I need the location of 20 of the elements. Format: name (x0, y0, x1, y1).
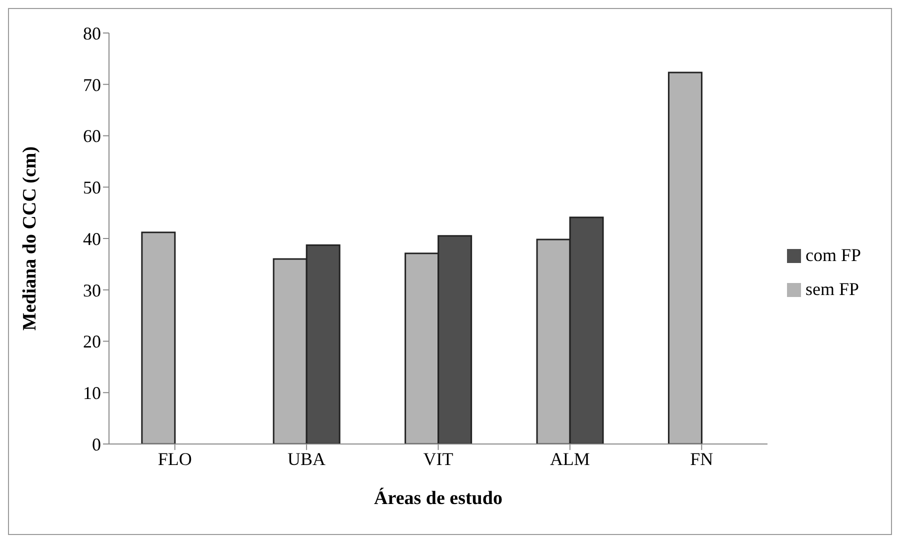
x-tick-label: VIT (423, 448, 454, 469)
legend-label: sem FP (805, 278, 860, 298)
y-tick-label: 80 (83, 23, 101, 44)
x-axis-title: Áreas de estudo (374, 487, 502, 509)
y-tick-label: 40 (83, 228, 101, 249)
y-tick-label: 10 (83, 383, 101, 404)
y-tick-label: 30 (83, 280, 101, 300)
y-tick-label: 70 (83, 74, 101, 95)
y-tick-label: 50 (83, 178, 101, 198)
y-tick-label: 0 (92, 434, 101, 454)
bar (668, 72, 702, 444)
y-axis-title: Mediana do CCC (cm) (20, 146, 41, 331)
y-tick-label: 20 (83, 332, 101, 352)
legend-label: com FP (805, 244, 861, 264)
y-tick-label: 60 (83, 126, 101, 146)
x-tick-label: FLO (158, 448, 192, 469)
x-tick-label: FN (690, 448, 714, 469)
x-tick-label: UBA (288, 448, 326, 469)
x-tick-label: ALM (550, 448, 590, 469)
bar (141, 232, 176, 444)
